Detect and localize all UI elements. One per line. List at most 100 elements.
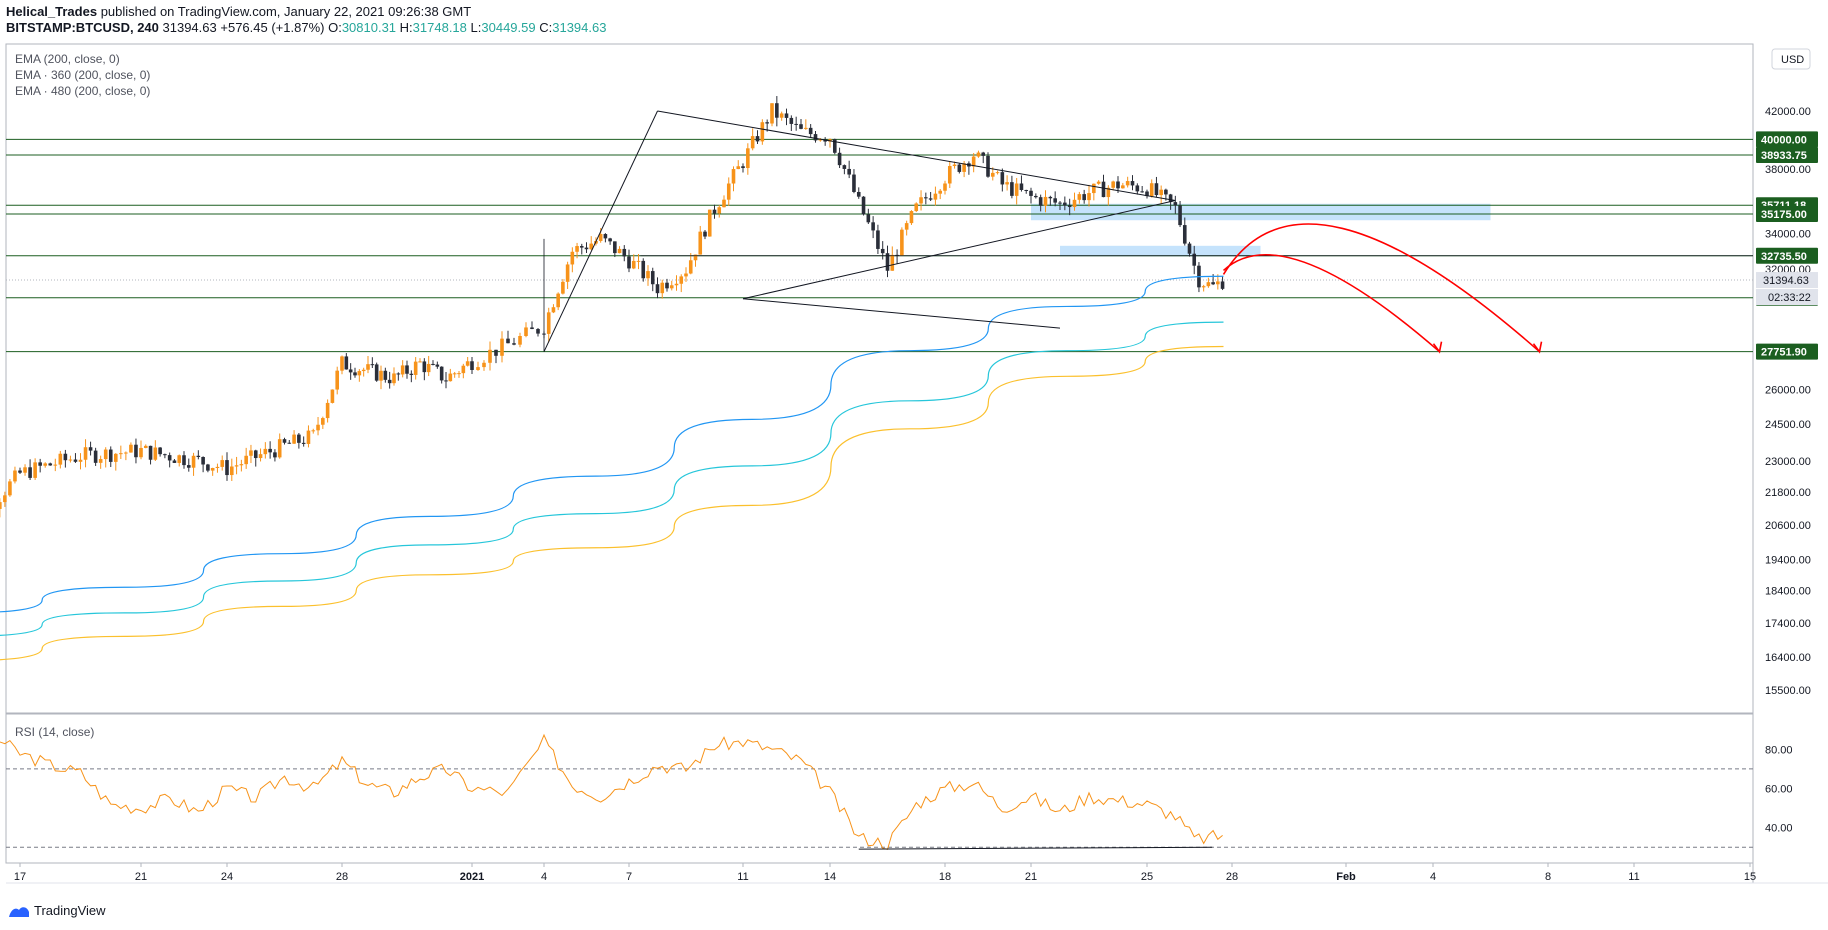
- time-tick-6: 7: [626, 871, 632, 883]
- candle-body: [63, 453, 68, 461]
- candle-body: [1168, 194, 1173, 203]
- candle-body: [311, 430, 316, 432]
- candle-body: [83, 447, 88, 460]
- candle-body: [167, 455, 172, 461]
- candle-body: [1173, 202, 1178, 206]
- candle-body: [366, 364, 370, 370]
- candle-body: [837, 152, 842, 166]
- candle-body: [370, 364, 375, 366]
- candle-body: [361, 369, 366, 372]
- candle-body: [770, 103, 774, 124]
- footer-brand[interactable]: TradingView: [8, 903, 106, 918]
- candle-body: [139, 447, 143, 458]
- time-tick-10: 21: [1025, 871, 1037, 883]
- author-name[interactable]: Helical_Trades: [6, 4, 98, 19]
- candle-body: [413, 361, 418, 375]
- candle-body: [655, 284, 660, 294]
- candle-body: [641, 260, 646, 279]
- symbol-label[interactable]: BITSTAMP:BTCUSD, 240: [6, 20, 159, 35]
- candle-body: [249, 450, 253, 456]
- candle-body: [68, 459, 73, 461]
- candle-body: [1010, 182, 1014, 196]
- candle-body: [282, 439, 287, 443]
- candle-body: [1019, 183, 1024, 190]
- candle-body: [726, 183, 731, 200]
- candle-body: [722, 199, 726, 208]
- level-tag-1: [1756, 147, 1818, 164]
- candle-body: [1149, 183, 1154, 197]
- rsi-legend: RSI (14, close): [15, 725, 94, 739]
- candle-body: [765, 122, 769, 124]
- candle-body: [952, 164, 957, 167]
- candle-body: [1178, 205, 1182, 226]
- candle-body: [301, 442, 306, 444]
- candle-body: [1206, 282, 1211, 287]
- candle-body: [396, 373, 401, 375]
- candle-body: [488, 349, 492, 363]
- chart-header-line-2: BITSTAMP:BTCUSD, 240 31394.63 +576.45 (+…: [6, 20, 606, 35]
- candle-body: [741, 166, 745, 169]
- candle-body: [512, 343, 516, 345]
- candle-body: [1096, 181, 1101, 184]
- open-label: O:: [328, 20, 342, 35]
- time-tick-0: 17: [14, 871, 26, 883]
- candle-body: [1029, 190, 1033, 196]
- candle-body: [684, 273, 688, 277]
- candle-body: [374, 364, 379, 381]
- candle-body: [1063, 202, 1067, 206]
- rsi-divergence-line: [858, 846, 1213, 850]
- candle-body: [799, 124, 803, 129]
- candle-body: [880, 248, 885, 254]
- candle-body: [1077, 194, 1082, 200]
- candle-body: [631, 260, 636, 269]
- candle-body: [215, 466, 220, 468]
- price-tick-11: 18400.00: [1765, 585, 1811, 597]
- candle-body: [1216, 281, 1220, 285]
- candle-body: [1154, 183, 1159, 196]
- candle-body: [229, 466, 234, 476]
- candlestick-series: [0, 96, 1225, 518]
- candle-body: [698, 231, 703, 255]
- candle-body: [409, 373, 414, 375]
- candle-body: [707, 209, 712, 237]
- candle-body: [1125, 181, 1130, 186]
- time-tick-16: 11: [1628, 871, 1639, 883]
- candle-body: [1067, 205, 1072, 208]
- price-tick-0: 42000.00: [1765, 106, 1811, 118]
- candle-body: [78, 459, 83, 462]
- candle-body: [990, 172, 995, 177]
- time-tick-13: Feb: [1336, 871, 1356, 883]
- candle-body: [646, 271, 650, 279]
- candle-body: [113, 453, 118, 462]
- candle-body: [852, 174, 856, 192]
- time-tick-8: 14: [824, 871, 836, 883]
- candle-body: [617, 248, 622, 254]
- time-tick-5: 4: [541, 871, 547, 883]
- level-label-1: 38933.75: [1761, 150, 1807, 162]
- candle-body: [340, 356, 344, 371]
- level-tag-6: [1756, 343, 1818, 360]
- candle-body: [1038, 197, 1043, 206]
- candle-body: [784, 113, 789, 118]
- candle-body: [627, 256, 631, 269]
- candle-body: [186, 465, 191, 468]
- candle-body: [220, 460, 225, 467]
- candle-body: [1201, 286, 1206, 288]
- high-label: H:: [399, 20, 413, 35]
- candle-body: [1000, 172, 1005, 185]
- time-tick-14: 4: [1430, 871, 1436, 883]
- candle-body: [1211, 282, 1215, 285]
- rsi-line: [0, 733, 1223, 851]
- candle-body: [98, 459, 103, 463]
- level-label-6: 27751.90: [1761, 347, 1807, 359]
- candle-body: [1220, 281, 1225, 289]
- candle-body: [263, 448, 268, 455]
- candle-body: [556, 293, 560, 308]
- candle-body: [225, 460, 229, 476]
- time-tick-9: 18: [939, 871, 951, 883]
- level-tag-3: [1756, 206, 1818, 223]
- candle-body: [717, 207, 722, 214]
- candle-body: [890, 254, 895, 271]
- level-tag-0: [1756, 131, 1818, 148]
